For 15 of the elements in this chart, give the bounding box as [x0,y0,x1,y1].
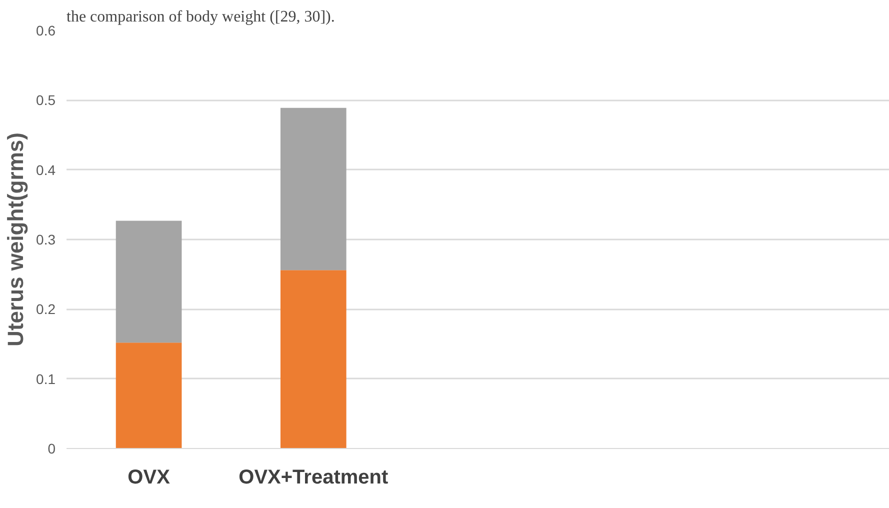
bar [280,270,346,448]
x-tick-label: OVX+Treatment [238,466,388,488]
bar [116,342,182,448]
text: the comparison of body weight ([29, 30]). [66,8,335,26]
y-tick-label: 0.2 [36,301,56,318]
y-tick-label: 0 [48,440,56,456]
bar [116,220,182,343]
y-tick-label: 0.5 [36,92,56,108]
y-axis-title: Uterus weight(grms) [3,132,28,346]
y-tick-label: 0.4 [36,162,56,178]
x-tick-label: OVX [128,466,171,488]
y-tick-label: 0.1 [36,370,56,387]
y-tick-label: 0.6 [36,22,56,38]
bar [280,108,346,270]
y-tick-label: 0.3 [36,232,56,248]
